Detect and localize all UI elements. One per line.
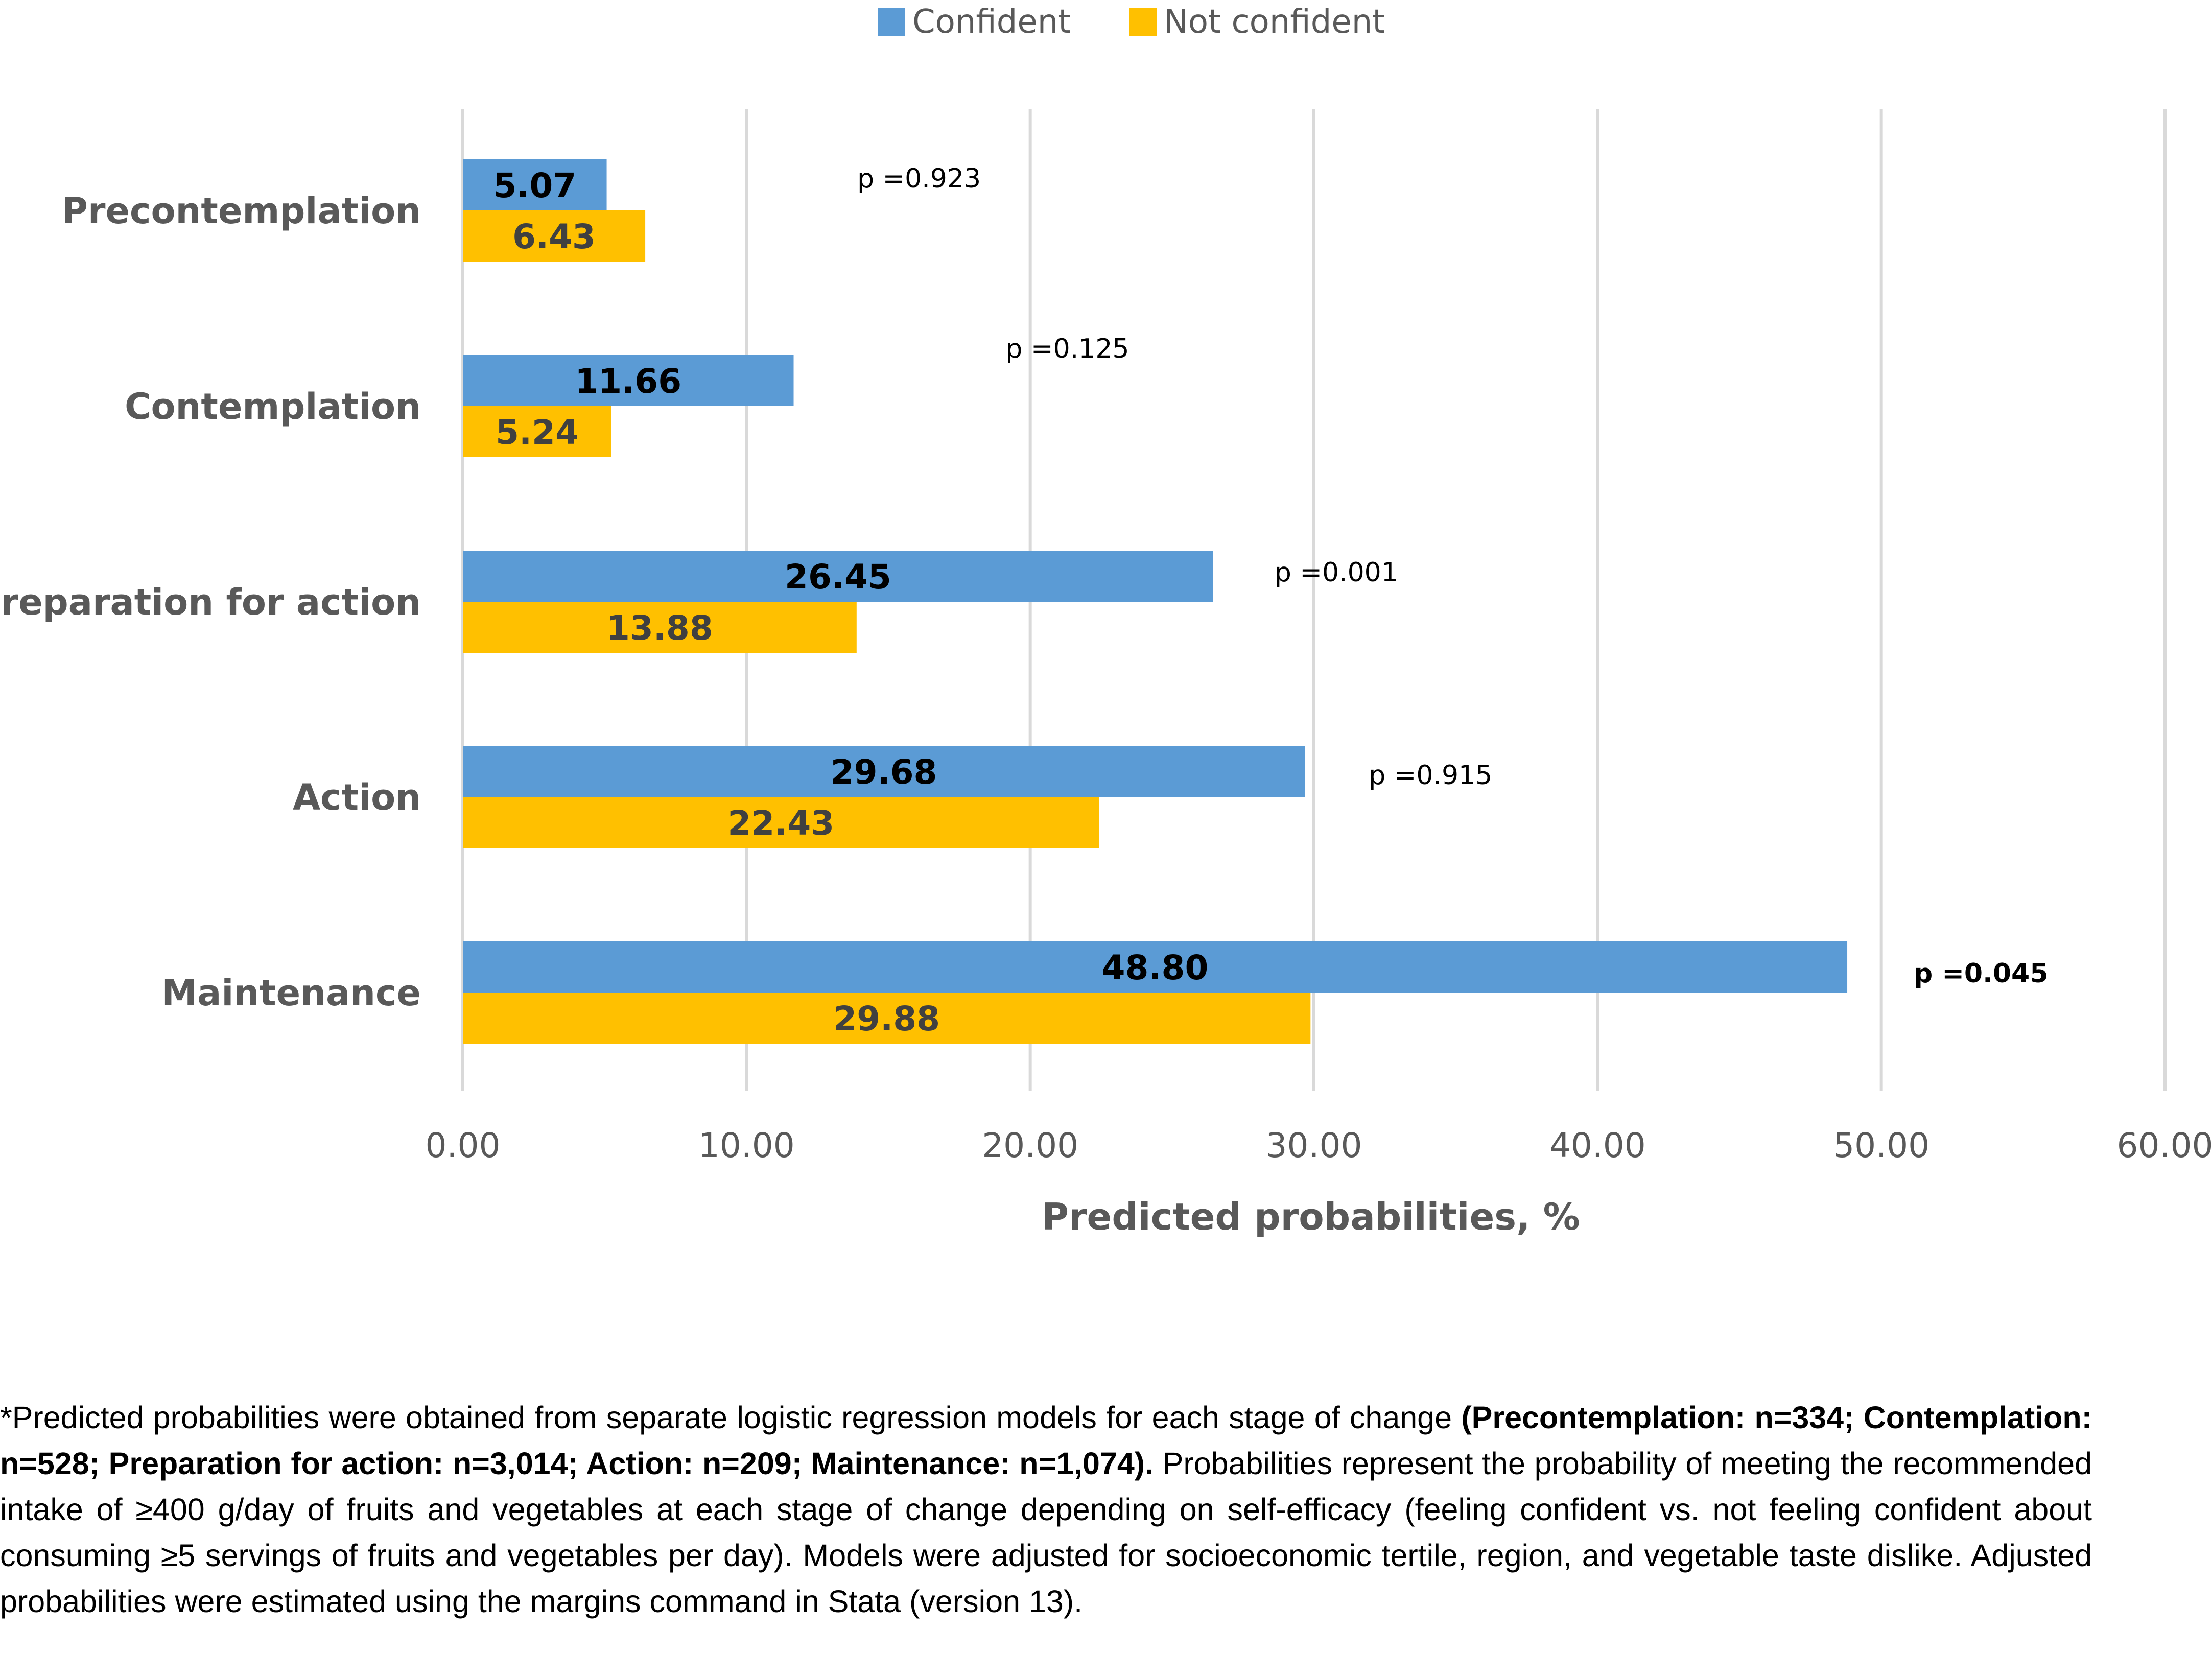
x-tick-label-20: 20.00: [982, 1126, 1078, 1165]
p-values: p =0.923 p =0.125 p =0.001 p =0.915 p =0.045: [857, 163, 2048, 989]
bar-label-not-confident-action: 22.43: [727, 804, 834, 843]
x-tick-label-30: 30.00: [1266, 1126, 1362, 1165]
bar-label-confident-maintenance: 48.80: [1102, 948, 1209, 987]
bar-label-not-confident-precontemplation: 6.43: [512, 217, 596, 256]
p-value-precontemplation: p =0.923: [857, 163, 981, 194]
p-value-preparation-for-action: p =0.001: [1275, 557, 1398, 588]
bar-not-confident-maintenance: [463, 993, 1311, 1044]
footnote: *Predicted probabilities were obtained f…: [0, 1395, 2092, 1624]
p-value-maintenance: p =0.045: [1914, 958, 2048, 989]
bar-label-confident-precontemplation: 5.07: [493, 166, 576, 205]
bars: [463, 159, 1848, 1044]
bar-confident-action: [463, 746, 1305, 797]
x-tick-label-50: 50.00: [1833, 1126, 1929, 1165]
footnote-sample-sizes: (Precontemplation: n=334; Contemplation:…: [0, 1400, 2092, 1481]
bar-not-confident-action: [463, 797, 1099, 848]
x-tick-labels: 0.00 10.00 20.00 30.00 40.00 50.00 60.00: [426, 1126, 2212, 1165]
bar-label-not-confident-maintenance: 29.88: [833, 999, 940, 1038]
x-tick-label-60: 60.00: [2117, 1126, 2212, 1165]
category-label-maintenance: Maintenance: [161, 972, 421, 1014]
bar-label-confident-action: 29.68: [831, 752, 937, 792]
bar-chart: Confident Not confident 5.07 6.43 11.66 5.2…: [0, 3, 2212, 1238]
legend-label-not-confident: Not confident: [1164, 3, 1385, 41]
bar-confident-preparation-for-action: [463, 551, 1213, 602]
bar-not-confident-precontemplation: [463, 210, 646, 262]
bar-not-confident-preparation-for-action: [463, 602, 857, 653]
footnote-intro: *Predicted probabilities were obtained f…: [0, 1400, 1462, 1435]
category-label-precontemplation: Precontemplation: [62, 190, 421, 232]
legend-label-confident: Confident: [912, 3, 1071, 41]
p-value-contemplation: p =0.125: [1006, 334, 1129, 364]
x-tick-label-10: 10.00: [698, 1126, 795, 1165]
x-tick-label-40: 40.00: [1549, 1126, 1646, 1165]
p-value-action: p =0.915: [1369, 760, 1492, 791]
bar-confident-contemplation: [463, 355, 794, 406]
category-label-contemplation: Contemplation: [125, 386, 421, 428]
bar-label-not-confident-preparation-for-action: 13.88: [606, 608, 713, 648]
legend-swatch-not-confident: [1129, 8, 1157, 36]
bar-confident-maintenance: [463, 941, 1848, 993]
legend: Confident Not confident: [878, 3, 1385, 41]
bar-not-confident-contemplation: [463, 406, 611, 457]
x-axis-title: Predicted probabilities, %: [1042, 1195, 1580, 1238]
bar-confident-precontemplation: [463, 159, 607, 210]
bar-label-confident-preparation-for-action: 26.45: [785, 557, 891, 597]
category-label-action: Action: [293, 776, 421, 818]
bar-label-not-confident-contemplation: 5.24: [496, 413, 579, 452]
footnote-rest: Probabilities represent the probability …: [0, 1446, 2092, 1619]
bar-label-confident-contemplation: 11.66: [575, 362, 681, 401]
x-tick-label-0: 0.00: [426, 1126, 501, 1165]
category-labels: Precontemplation Contemplation Preparation…: [0, 190, 421, 1014]
category-label-preparation-for-action: Preparation for action: [0, 581, 421, 623]
bar-labels: 5.07 6.43 11.66 5.24 26.45 13.88 29.68 22.43 48.…: [493, 166, 1208, 1038]
legend-swatch-confident: [878, 8, 905, 36]
